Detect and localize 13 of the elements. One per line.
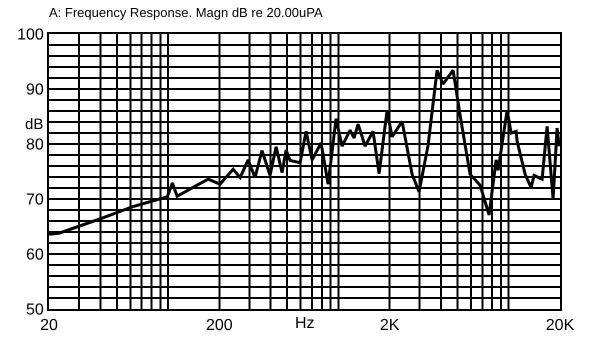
- y-tick-label: 70: [26, 192, 44, 209]
- y-tick-label: 80: [26, 136, 44, 154]
- chart-title: A: Frequency Response. Magn dB re 20.00uPA: [49, 5, 323, 20]
- x-tick-label: 20: [40, 317, 58, 334]
- y-axis-title: dB: [25, 116, 44, 133]
- x-tick-label: 20K: [546, 317, 575, 334]
- y-tick-label: 60: [26, 246, 44, 264]
- y-tick-label: 90: [26, 82, 44, 99]
- y-tick-label: 100: [17, 26, 44, 44]
- x-tick-label: 200: [206, 317, 233, 334]
- y-tick-label: 50: [26, 302, 44, 319]
- x-axis-title: Hz: [295, 315, 315, 332]
- x-tick-label: 2K: [380, 317, 400, 334]
